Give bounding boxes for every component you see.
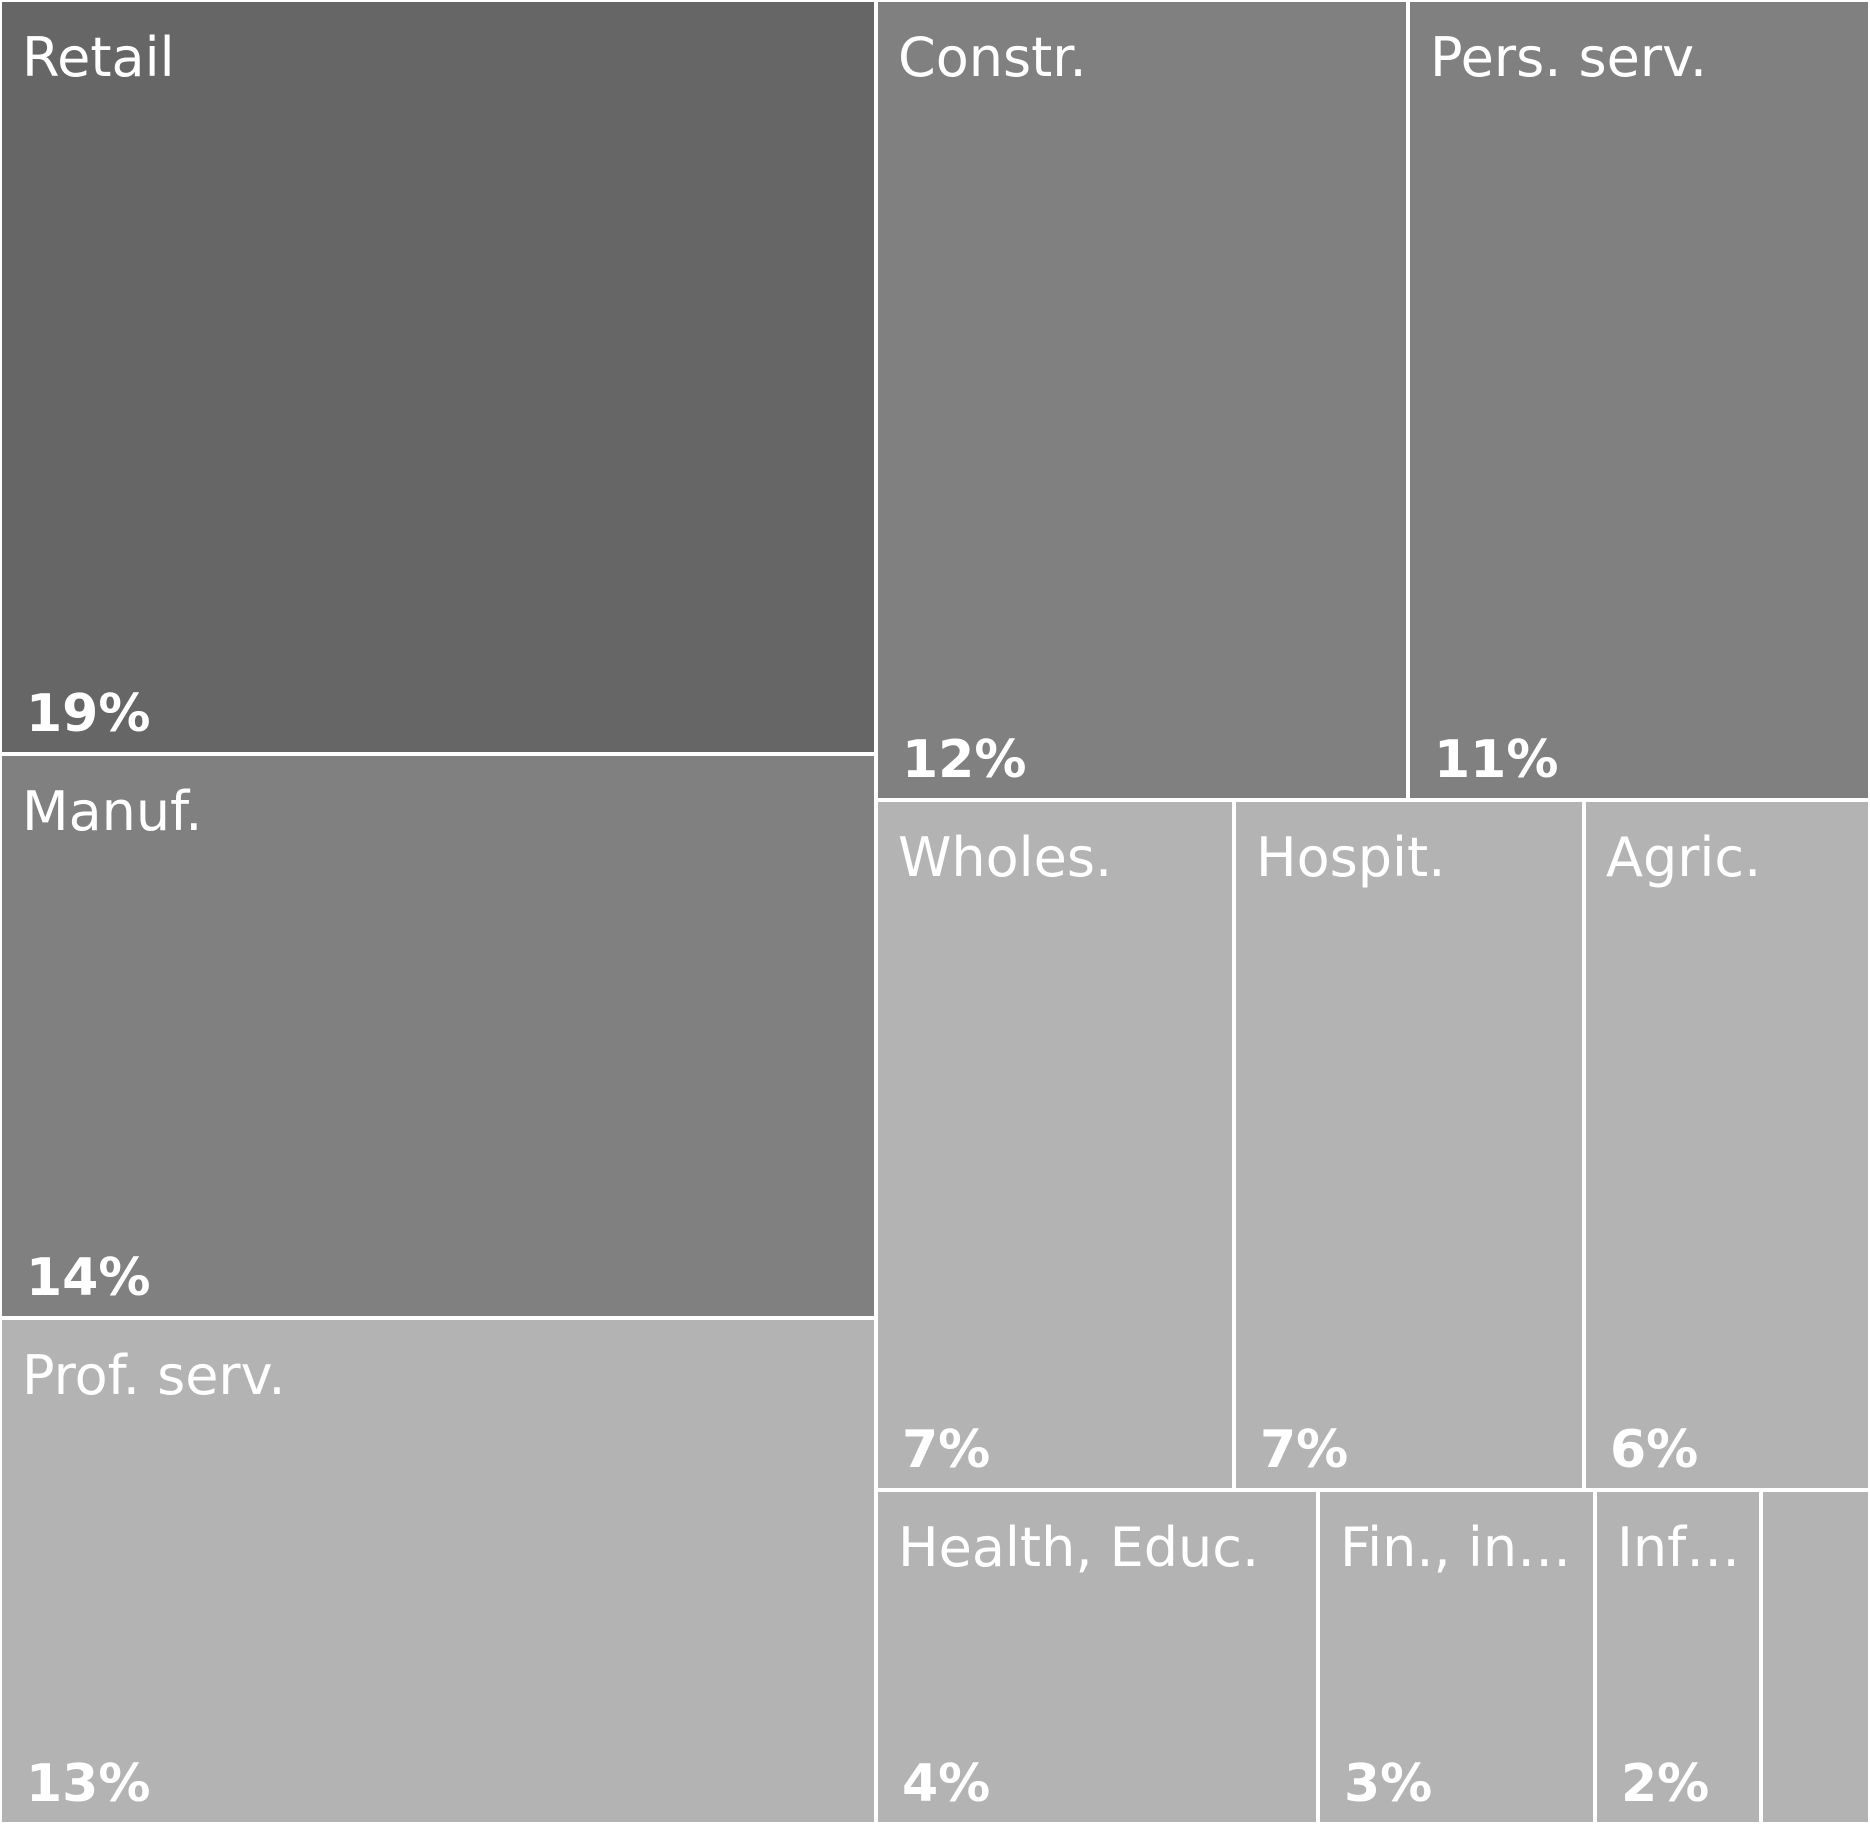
tile-value-label: 2% (1621, 1754, 1710, 1814)
treemap-tile: Health, Educ. 4% (876, 1490, 1318, 1824)
tile-value-label: 19% (26, 684, 151, 744)
tile-value-label: 4% (902, 1754, 991, 1814)
tile-value-label: 6% (1610, 1420, 1699, 1480)
tile-label: Pers. serv. (1430, 26, 1708, 89)
tile-label: Fin., in… (1340, 1516, 1572, 1579)
treemap-tile: Pers. serv. 11% (1408, 0, 1870, 800)
tile-label: Health, Educ. (898, 1516, 1260, 1579)
tile-label: Manuf. (22, 780, 203, 843)
treemap-tile: Hospit. 7% (1234, 800, 1584, 1490)
tile-label: Inf… (1617, 1516, 1741, 1579)
tile-value-label: 7% (902, 1420, 991, 1480)
treemap-tile: Manuf. 14% (0, 754, 876, 1318)
treemap-tile (1761, 1490, 1870, 1824)
treemap-tile: Wholes. 7% (876, 800, 1234, 1490)
tile-label: Prof. serv. (22, 1344, 286, 1407)
tile-label: Wholes. (898, 826, 1113, 889)
tile-label: Hospit. (1256, 826, 1446, 889)
tile-value-label: 13% (26, 1754, 151, 1814)
treemap-tile: Constr. 12% (876, 0, 1408, 800)
tile-value-label: 7% (1260, 1420, 1349, 1480)
tile-label: Retail (22, 26, 175, 89)
tile-label: Agric. (1606, 826, 1762, 889)
tile-value-label: 11% (1434, 730, 1559, 790)
tile-value-label: 3% (1344, 1754, 1433, 1814)
tile-label: Constr. (898, 26, 1087, 89)
tile-value-label: 12% (902, 730, 1027, 790)
treemap-tile: Fin., in… 3% (1318, 1490, 1595, 1824)
treemap-tile: Inf… 2% (1595, 1490, 1761, 1824)
treemap-tile: Agric. 6% (1584, 800, 1870, 1490)
treemap-tile: Retail 19% (0, 0, 876, 754)
treemap-tile: Prof. serv. 13% (0, 1318, 876, 1824)
tile-value-label: 14% (26, 1248, 151, 1308)
